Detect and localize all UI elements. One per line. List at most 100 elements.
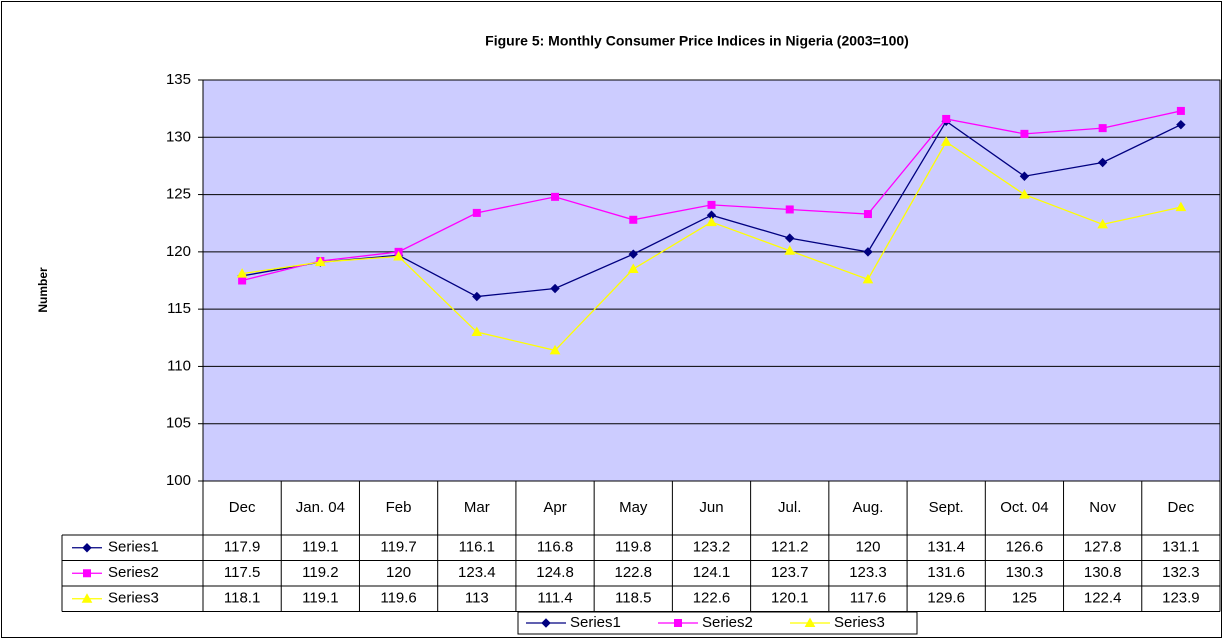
table-cell: 127.8 (1084, 539, 1122, 556)
legend-key-marker (541, 618, 551, 628)
table-cell: 131.1 (1162, 539, 1200, 556)
data-point (628, 249, 638, 259)
table-cell: 132.3 (1162, 564, 1200, 581)
table-cell: 124.1 (693, 564, 731, 581)
x-tick-label: Oct. 04 (1000, 499, 1048, 516)
data-point (1020, 129, 1029, 138)
table-cell: 119.1 (302, 590, 338, 607)
table-cell: 119.2 (302, 564, 338, 581)
data-point (942, 114, 951, 123)
x-tick-label: Jul. (778, 499, 801, 516)
data-point (1176, 119, 1186, 130)
data-point (785, 205, 794, 214)
table-cell: 123.7 (771, 564, 809, 581)
legend-key-marker (83, 569, 91, 578)
data-point (863, 247, 873, 257)
x-tick-label: May (619, 499, 648, 516)
data-point (472, 208, 481, 217)
data-point (1176, 106, 1185, 115)
data-point (1019, 171, 1030, 181)
legend-key-marker (674, 619, 682, 627)
table-cell: 111.4 (537, 590, 572, 607)
legend-key-marker (81, 593, 93, 603)
table-cell: 119.7 (380, 539, 416, 556)
table-cell: 122.6 (693, 590, 731, 607)
legend-box (517, 611, 918, 635)
x-tick-label: Nov (1089, 499, 1116, 516)
legend-key-marker (82, 543, 92, 553)
table-cell: 119.8 (615, 539, 651, 556)
x-tick-label: Apr (543, 499, 566, 516)
plot-area (202, 79, 1221, 482)
table-cell: 120.1 (771, 590, 809, 607)
table-row-label: Series3 (108, 590, 159, 607)
legend-key-marker (804, 617, 816, 627)
data-point (627, 263, 639, 274)
data-point (707, 200, 716, 209)
chart-title: Figure 5: Monthly Consumer Price Indices… (485, 33, 909, 49)
table-cell: 129.6 (927, 590, 965, 607)
table-row-label: Series1 (108, 539, 159, 556)
data-point (1019, 189, 1030, 199)
table-cell: 124.8 (536, 564, 574, 581)
x-tick-label: Mar (464, 499, 490, 516)
data-point (784, 245, 796, 255)
y-tick-label: 110 (167, 357, 191, 374)
x-tick-label: Feb (386, 499, 412, 516)
legend-label: Series2 (702, 614, 753, 631)
table-cell: 131.6 (927, 564, 965, 581)
data-point (550, 283, 560, 294)
y-tick-label: 135 (166, 71, 191, 88)
data-point (785, 233, 795, 243)
table-cell: 123.4 (458, 564, 496, 581)
data-point (1098, 124, 1107, 133)
data-point (393, 250, 404, 261)
table-row-label: Series2 (108, 564, 159, 581)
x-tick-label: Sept. (929, 499, 964, 516)
legend-label: Series1 (570, 614, 621, 631)
table-cell: 116.1 (459, 539, 495, 556)
table-cell: 130.3 (1006, 564, 1044, 581)
data-point (551, 192, 560, 201)
y-tick-label: 115 (167, 300, 191, 317)
data-point (236, 268, 248, 278)
table-cell: 119.1 (302, 539, 338, 556)
table-cell: 120 (855, 539, 880, 556)
data-point (471, 326, 483, 337)
data-point (706, 216, 717, 227)
table-cell: 123.9 (1162, 590, 1200, 607)
table-cell: 113 (465, 590, 489, 607)
table-cell: 131.4 (927, 539, 965, 556)
table-cell: 116.8 (537, 539, 573, 556)
x-tick-label: Dec (1168, 499, 1195, 516)
table-cell: 122.4 (1084, 590, 1122, 607)
table-cell: 118.5 (615, 590, 651, 607)
data-point (940, 136, 952, 146)
table-cell: 117.5 (224, 564, 260, 581)
table-cell: 126.6 (1006, 539, 1044, 556)
legend-label: Series3 (834, 614, 885, 631)
x-tick-label: Aug. (853, 499, 884, 516)
table-cell: 121.2 (771, 539, 809, 556)
data-point (1175, 201, 1187, 212)
data-point (549, 344, 561, 355)
y-tick-label: 120 (166, 243, 191, 260)
x-tick-label: Dec (229, 499, 256, 516)
x-tick-label: Jun (699, 499, 723, 516)
y-tick-label: 130 (166, 128, 191, 145)
data-point (629, 215, 638, 224)
table-cell: 117.9 (224, 539, 260, 556)
data-point (862, 273, 874, 284)
y-tick-label: 125 (166, 186, 191, 203)
table-cell: 117.6 (850, 590, 886, 607)
x-tick-label: Jan. 04 (296, 499, 345, 516)
y-tick-label: 100 (166, 472, 191, 489)
data-point (863, 210, 872, 219)
table-cell: 123.3 (849, 564, 887, 581)
y-axis-label: Number (36, 267, 50, 313)
table-cell: 122.8 (614, 564, 652, 581)
table-cell: 130.8 (1084, 564, 1122, 581)
data-point (1097, 218, 1109, 229)
table-cell: 119.6 (380, 590, 416, 607)
